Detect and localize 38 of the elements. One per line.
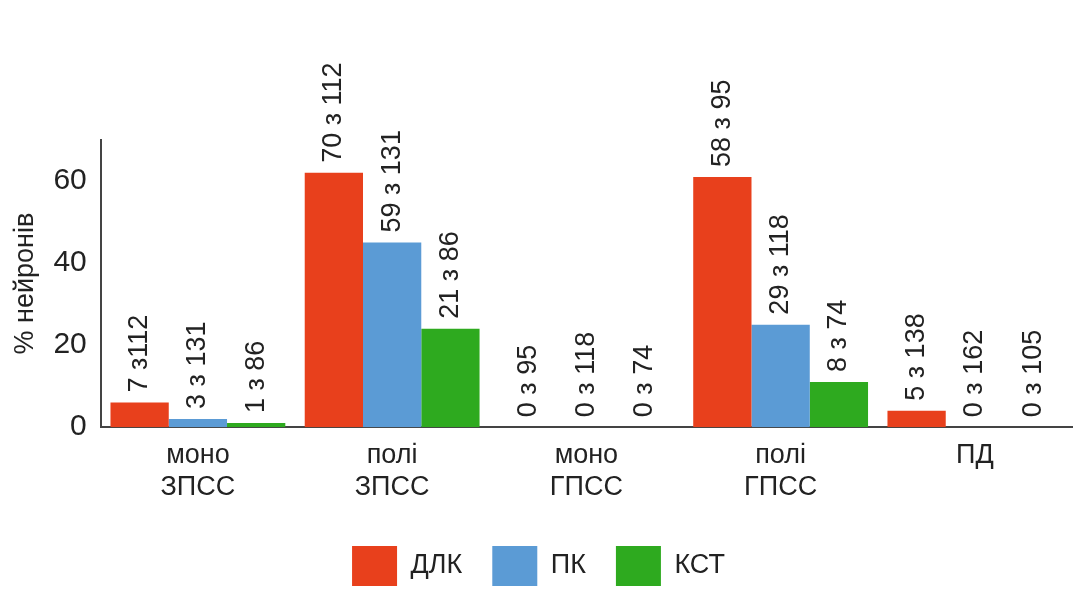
annotation: 70 з 112 xyxy=(317,62,348,163)
bar xyxy=(227,423,286,428)
annotation: 0 з 95 xyxy=(511,344,542,418)
annotation: 58 з 95 xyxy=(705,79,736,167)
annotation: 1 з 86 xyxy=(239,340,270,414)
bar xyxy=(809,382,869,428)
y-tick-label: 60 xyxy=(53,162,87,196)
bar xyxy=(751,324,810,428)
x-tick-label: моно ГПСС xyxy=(549,438,623,502)
annotation: 7 з112 xyxy=(123,314,154,393)
annotation: 0 з 74 xyxy=(628,344,659,418)
legend-label: ПК xyxy=(550,549,587,580)
x-tick-label: моно ЗПСС xyxy=(160,438,236,502)
legend-label: ДЛК xyxy=(410,549,463,580)
y-tick-label: 40 xyxy=(53,244,87,278)
bar xyxy=(363,242,422,428)
annotation: 0 з 118 xyxy=(569,331,600,418)
annotation: 21 з 86 xyxy=(433,231,464,319)
legend-label: КСТ xyxy=(674,549,725,580)
bar xyxy=(168,418,228,428)
annotation: 0 з 162 xyxy=(958,329,989,418)
y-axis-title: % нейронів xyxy=(8,212,39,355)
bar xyxy=(887,410,946,428)
annotation: 59 з 131 xyxy=(375,130,406,233)
x-tick-label: ПД xyxy=(956,438,994,469)
bar xyxy=(693,176,752,428)
x-tick-label: полі ГПСС xyxy=(744,438,818,502)
annotation: 3 з 131 xyxy=(181,321,212,409)
y-tick-label: 20 xyxy=(53,326,87,360)
annotation: 5 з 138 xyxy=(900,313,931,401)
x-tick-label: полі ЗПСС xyxy=(354,438,430,502)
bar xyxy=(110,402,169,428)
annotation: 29 з 118 xyxy=(764,214,795,315)
bar xyxy=(304,172,363,428)
y-tick-label: 0 xyxy=(70,408,87,442)
annotation: 0 з 105 xyxy=(1016,329,1047,418)
annotation: 8 з 74 xyxy=(822,299,853,373)
bar xyxy=(421,328,480,428)
